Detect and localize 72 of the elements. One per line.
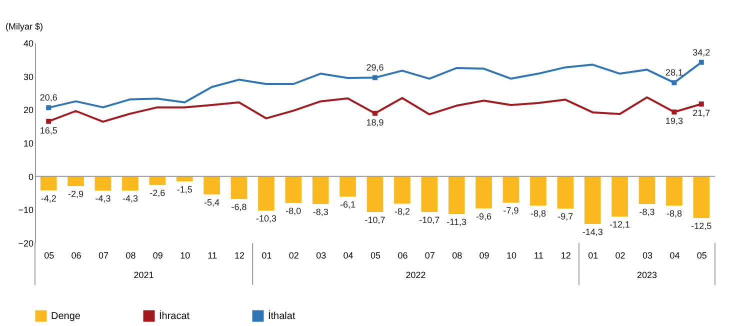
x-tick-label: 12 (234, 250, 245, 260)
text: 2021 (134, 270, 154, 280)
data-label: 20,6 (40, 92, 58, 103)
x-tick-label: 07 (98, 250, 109, 260)
x-tick-label: 09 (152, 250, 163, 260)
data-label: -6,1 (340, 200, 356, 210)
x-tick-label: 04 (343, 250, 354, 260)
data-label: -10,7 (364, 215, 386, 225)
legend-label: İhracat (159, 310, 190, 322)
x-tick-label: 01 (262, 250, 272, 260)
x-tick-label: 02 (288, 250, 299, 260)
data-label: -8,0 (286, 206, 302, 216)
y-tick-label: −10 (18, 205, 34, 216)
data-label: -7,9 (503, 206, 519, 216)
data-label: -4,3 (95, 194, 111, 204)
data-label: -2,6 (150, 188, 166, 198)
text: 2023 (636, 270, 658, 280)
x-tick-label: 05 (696, 250, 707, 260)
x-tick-label: 12 (560, 250, 571, 260)
data-label: 29,6 (366, 62, 384, 73)
data-label: 18,9 (366, 117, 384, 128)
x-tick-label: 02 (615, 250, 626, 260)
legend-label: İthalat (268, 310, 296, 322)
x-tick-label: 06 (71, 250, 82, 260)
x-tick-label: 10 (506, 250, 517, 260)
data-label: -2,9 (68, 189, 84, 199)
y-tick-label: 10 (23, 138, 34, 148)
data-label: 34,2 (692, 47, 710, 58)
y-tick-label: 20 (23, 105, 34, 116)
x-tick-label: 01 (588, 250, 598, 260)
data-label: -12,5 (691, 221, 712, 231)
y-tick-label: 30 (23, 72, 34, 82)
x-tick-label: 03 (642, 250, 653, 260)
x-tick-label: 05 (44, 250, 54, 260)
data-label: -1,5 (176, 184, 192, 194)
data-label: -8,3 (639, 207, 655, 217)
text: 2022 (406, 270, 426, 280)
data-label: 19,3 (665, 116, 683, 126)
x-tick-label: 05 (370, 250, 381, 260)
data-label: -5,4 (204, 197, 220, 208)
data-label: -14,3 (582, 227, 603, 237)
data-label: 21,7 (692, 108, 710, 118)
y-tick-label: −20 (18, 238, 34, 248)
data-label: -9,6 (476, 211, 492, 222)
x-tick-label: 08 (452, 250, 462, 260)
data-label: 28,1 (665, 68, 683, 78)
data-label: 16,5 (40, 125, 58, 136)
data-label: -10,7 (419, 215, 440, 225)
x-tick-label: 07 (424, 250, 435, 260)
data-label: -8,8 (666, 208, 682, 219)
x-tick-label: 11 (534, 250, 544, 260)
data-label: -8,2 (394, 206, 410, 217)
y-axis-title: (Milyar $) (6, 22, 43, 32)
x-tick-label: 08 (126, 250, 136, 260)
data-label: -12,1 (610, 220, 630, 230)
x-tick-label: 04 (670, 250, 680, 260)
data-label: -11,3 (446, 217, 467, 227)
data-label: -9,7 (558, 212, 574, 222)
data-label: -4,2 (40, 193, 56, 204)
x-tick-label: 09 (479, 250, 490, 260)
data-label: -10,3 (256, 214, 276, 224)
data-label: -8,8 (530, 208, 546, 219)
data-label: -4,3 (122, 194, 138, 204)
x-tick-label: 06 (398, 250, 408, 260)
y-tick-label: 0 (28, 172, 34, 182)
x-tick-label: 11 (208, 250, 217, 260)
data-label: -8,3 (312, 207, 328, 217)
data-label: -6,8 (231, 202, 247, 212)
y-tick-label: 40 (23, 38, 34, 48)
legend-label: Denge (51, 311, 81, 322)
x-tick-label: 03 (316, 250, 326, 260)
x-tick-label: 10 (180, 250, 190, 260)
